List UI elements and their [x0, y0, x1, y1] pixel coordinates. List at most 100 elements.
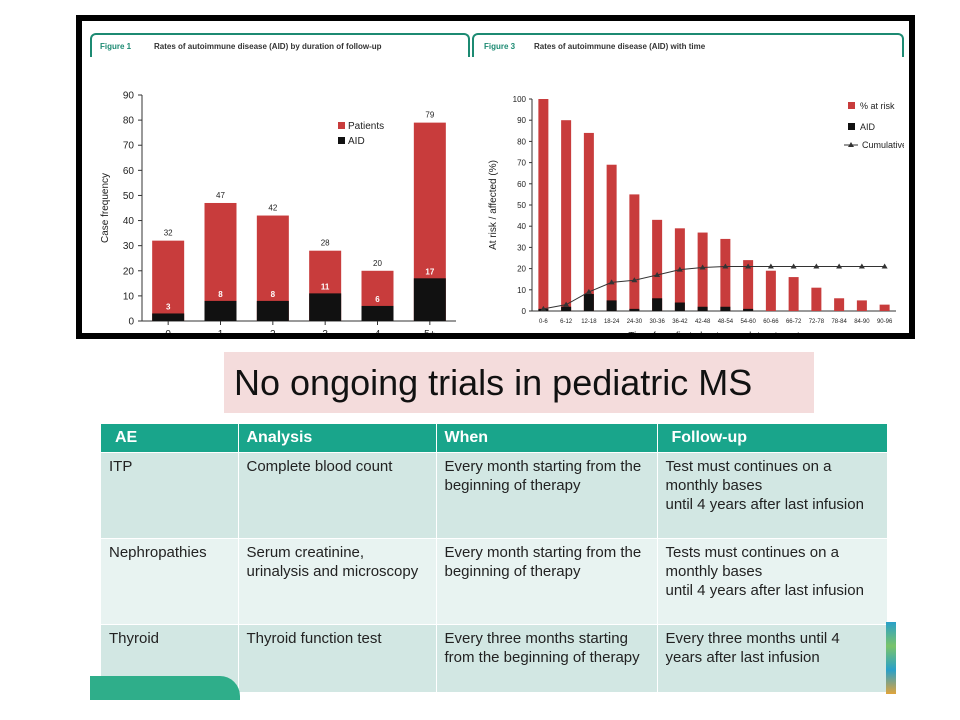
- x-tick-label: 30-36: [649, 319, 665, 325]
- figure3-label: Figure 3: [484, 42, 516, 51]
- y-tick-label: 80: [517, 137, 526, 146]
- bar-at-risk: [606, 164, 617, 311]
- x-tick-label: 0: [165, 329, 171, 333]
- cell-when: Every month starting from the beginning …: [436, 538, 658, 625]
- y-tick-label: 50: [517, 201, 526, 210]
- cell-analysis: Thyroid function test: [238, 624, 437, 692]
- bar-aid: [256, 300, 289, 321]
- x-tick-label: 18-24: [604, 319, 620, 325]
- y-axis-label: Case frequency: [100, 173, 111, 243]
- line-cumulative: [543, 265, 885, 310]
- bar-aid: [361, 305, 394, 321]
- chart-aid-with-time: 0 10 20 30 40 50 60 70 80 90 100 0-6 6-12 12-18 18-24 2…: [488, 95, 904, 333]
- x-tick-label: 3: [322, 329, 328, 333]
- y-tick-label: 100: [513, 95, 527, 104]
- header-analysis: Analysis: [238, 424, 437, 453]
- x-tick-label: 60-66: [763, 319, 779, 325]
- cell-follow-up: Tests must continues on a monthly bases …: [657, 538, 888, 625]
- x-tick-label: 0-6: [539, 319, 548, 325]
- figure1-header: Figure 1 Rates of autoimmune disease (AI…: [90, 33, 470, 57]
- y-tick-label: 90: [123, 91, 135, 102]
- y-tick-label: 10: [517, 286, 526, 295]
- bar-aid: [561, 306, 572, 311]
- x-tick-label: 2: [270, 329, 276, 333]
- legend-label-aid: AID: [348, 136, 365, 147]
- legend-swatch-aid: [848, 123, 855, 130]
- bar-at-risk: [561, 120, 572, 311]
- point-cumulative: [585, 288, 592, 294]
- bar-aid: [743, 308, 754, 311]
- data-label-aid: 8: [218, 290, 223, 299]
- y-tick-label: 20: [517, 265, 526, 274]
- bar-at-risk: [743, 260, 754, 311]
- point-cumulative: [881, 263, 888, 269]
- figure3-title: Rates of autoimmune disease (AID) with t…: [534, 42, 706, 51]
- point-cumulative: [654, 271, 661, 277]
- bar-at-risk: [697, 232, 708, 311]
- x-tick-label: 66-72: [786, 319, 802, 325]
- cell-ae: Nephropathies: [101, 538, 239, 625]
- data-label-patients: 42: [268, 204, 277, 213]
- bar-aid: [309, 293, 342, 321]
- bar-at-risk: [538, 99, 549, 311]
- data-label-aid: 8: [271, 290, 276, 299]
- figure-frame: Figure 1 Rates of autoimmune disease (AI…: [76, 15, 915, 339]
- chart-aid-by-follow-up: 0102030405060708090323047814282281132064…: [100, 91, 456, 333]
- y-tick-label: 80: [123, 116, 135, 127]
- legend-swatch-patients: [338, 122, 345, 129]
- x-tick-label: 90-96: [877, 319, 893, 325]
- y-tick-label: 0: [128, 317, 134, 328]
- cell-when: Every month starting from the beginning …: [436, 452, 658, 539]
- bar-patients: [152, 240, 185, 321]
- y-tick-label: 90: [517, 116, 526, 125]
- x-tick-label: 78-84: [831, 319, 847, 325]
- bar-aid: [204, 300, 237, 321]
- decorative-dots-right: [886, 622, 896, 694]
- x-tick-label: 36-42: [672, 319, 688, 325]
- y-tick-label: 20: [123, 266, 135, 277]
- point-cumulative: [813, 263, 820, 269]
- bar-aid: [720, 306, 731, 311]
- data-label-aid: 11: [321, 282, 330, 291]
- table-row: ITP Complete blood count Every month sta…: [101, 452, 888, 539]
- bar-aid: [629, 308, 640, 311]
- point-cumulative: [676, 266, 683, 272]
- point-cumulative: [836, 263, 843, 269]
- bar-aid: [583, 294, 594, 311]
- bar-aid: [413, 278, 446, 321]
- y-tick-label: 10: [123, 291, 135, 302]
- data-label-patients: 28: [321, 239, 330, 248]
- x-tick-label: 72-78: [809, 319, 825, 325]
- legend-swatch-aid: [338, 137, 345, 144]
- y-tick-label: 50: [123, 191, 135, 202]
- data-label-patients: 47: [216, 191, 225, 200]
- cell-when: Every three months starting from the beg…: [436, 624, 658, 692]
- data-label-patients: 32: [164, 229, 173, 238]
- bar-at-risk: [856, 300, 867, 311]
- bar-at-risk: [765, 270, 776, 311]
- data-label-aid: 17: [425, 267, 434, 276]
- bar-at-risk: [629, 194, 640, 311]
- data-label-aid: 3: [166, 302, 171, 311]
- point-cumulative: [563, 301, 570, 307]
- table-row: Nephropathies Serum creatinine, urinalys…: [101, 538, 888, 625]
- x-tick-label: 12-18: [581, 319, 597, 325]
- x-tick-label: 4: [375, 329, 381, 333]
- bar-aid: [606, 300, 617, 311]
- x-tick-label: 54-60: [740, 319, 756, 325]
- point-cumulative: [699, 264, 706, 270]
- x-tick-label: 6-12: [560, 319, 573, 325]
- x-tick-label: 1: [218, 329, 224, 333]
- data-label-patients: 79: [425, 111, 434, 120]
- x-tick-label: 5+: [424, 329, 436, 333]
- point-cumulative: [767, 263, 774, 269]
- cell-analysis: Serum creatinine, urinalysis and microsc…: [238, 538, 437, 625]
- x-axis-label: Time from first alemtuzumab treatment: [628, 331, 800, 333]
- y-tick-label: 70: [123, 141, 135, 152]
- bar-aid: [152, 313, 185, 321]
- figure1-title: Rates of autoimmune disease (AID) by dur…: [154, 42, 382, 51]
- point-cumulative: [631, 277, 638, 283]
- y-tick-label: 0: [522, 307, 527, 316]
- bar-at-risk: [879, 304, 890, 311]
- bar-aid: [674, 302, 685, 311]
